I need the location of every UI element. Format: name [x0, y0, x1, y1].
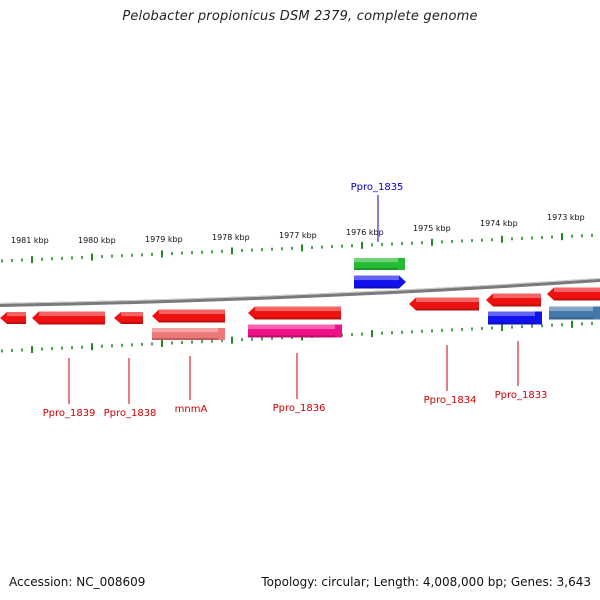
gene-ppro-1839[interactable] [32, 311, 105, 325]
gene-label[interactable]: Ppro_1835 [351, 182, 404, 193]
kbp-label: 1976 kbp [346, 228, 384, 237]
kbp-label: 1975 kbp [413, 224, 451, 233]
genome-summary-text: Topology: circular; Length: 4,008,000 bp… [261, 575, 591, 589]
gene-ppro-1836[interactable] [248, 306, 341, 320]
genome-backbone-highlight [0, 278, 600, 304]
gene-mnmA[interactable] [152, 309, 225, 323]
gene-ppro-1835-green[interactable] [354, 258, 405, 270]
kbp-label: 1977 kbp [279, 231, 317, 240]
kbp-label: 1974 kbp [480, 219, 518, 228]
gene-ppro-1836-feature[interactable] [248, 324, 342, 338]
gene-label[interactable]: Ppro_1838 [104, 408, 157, 419]
kbp-label: 1973 kbp [547, 213, 585, 222]
gene-ppro-1838[interactable] [114, 312, 143, 324]
kbp-label: 1979 kbp [145, 235, 183, 244]
gene-ppro-1832[interactable] [547, 287, 600, 301]
gene-label[interactable]: Ppro_1836 [273, 403, 326, 414]
kbp-label: 1978 kbp [212, 233, 250, 242]
gene-label[interactable]: Ppro_1833 [495, 390, 548, 401]
genome-backbone [0, 278, 600, 307]
gene-label[interactable]: Ppro_1834 [424, 395, 477, 406]
accession-text: Accession: NC_008609 [9, 575, 146, 589]
map-title: Pelobacter propionicus DSM 2379, complet… [122, 9, 478, 24]
kbp-label: 1980 kbp [78, 236, 116, 245]
gene-ppro-1833-feature[interactable] [488, 311, 542, 325]
gene-ppro-1832-feature[interactable] [549, 306, 600, 320]
tick-marks: 1981 kbp 1980 kbp 1979 kbp 1978 kbp 1977 kbp… [1, 213, 593, 354]
gene-ppro-1835[interactable] [354, 275, 406, 289]
gene-mnmA-feature[interactable] [152, 328, 225, 340]
gene-label[interactable]: Ppro_1839 [43, 408, 96, 419]
gene-label[interactable]: mnmA [175, 404, 208, 415]
gene-ppro-1840[interactable] [0, 312, 26, 324]
gene-ppro-1833[interactable] [486, 293, 541, 307]
gene-ppro-1834[interactable] [409, 297, 479, 311]
kbp-label: 1981 kbp [11, 236, 49, 245]
